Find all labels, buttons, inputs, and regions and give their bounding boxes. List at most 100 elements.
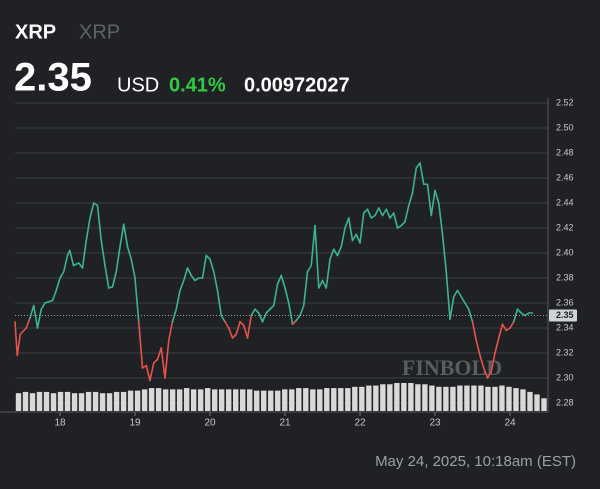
price-line-segment <box>464 302 470 311</box>
price-line-segment <box>340 227 346 248</box>
volume-bar <box>513 388 519 411</box>
price-line-segment <box>434 189 440 204</box>
price-line-segment <box>419 162 425 186</box>
volume-bar <box>527 391 533 411</box>
price-line-segment <box>287 302 294 326</box>
volume-bar <box>331 388 337 411</box>
x-tick-label: 21 <box>279 418 291 429</box>
volume-bar <box>478 385 484 411</box>
volume-bar <box>64 391 71 411</box>
price-line-segment <box>231 333 238 339</box>
asset-name: XRP <box>79 21 120 43</box>
y-tick-label: 2.36 <box>556 297 574 307</box>
volume-bar <box>218 389 225 411</box>
price-line-segment <box>351 233 358 242</box>
y-tick-label: 2.32 <box>556 347 574 357</box>
price-line-segment <box>32 304 39 329</box>
change: 0.41% <box>169 74 226 96</box>
price-line-segment <box>104 264 110 289</box>
y-tick-label: 2.30 <box>556 372 574 382</box>
price-line-segment <box>145 364 151 382</box>
price-line-segment <box>36 308 43 329</box>
price-line-segment <box>332 248 339 257</box>
volume-bar <box>499 385 505 411</box>
timestamp: May 24, 2025, 10:18am (EST) <box>375 453 576 470</box>
price-line-segment <box>72 262 80 267</box>
volume-bar <box>415 384 421 411</box>
watermark: FINBOLD <box>402 355 502 380</box>
price-line-segment <box>160 347 166 379</box>
volume-bar <box>352 386 358 411</box>
x-tick-label: 20 <box>204 418 216 429</box>
volume-bar <box>387 384 393 411</box>
price-line-segment <box>362 208 369 214</box>
price-line-segment <box>516 308 523 314</box>
price-line-segment <box>512 308 519 323</box>
price-line-segment <box>44 299 54 304</box>
price-line-segment <box>59 270 65 279</box>
volume-bar <box>162 389 169 411</box>
price-line-segment <box>212 270 219 292</box>
volume-bar <box>36 391 43 411</box>
volume-bar <box>148 388 155 411</box>
price-line-segment <box>299 304 305 317</box>
price-line-segment <box>437 202 444 236</box>
price-line-segment <box>411 167 418 194</box>
price-line-segment <box>490 352 496 373</box>
volume-bar <box>57 391 64 411</box>
volume-bar <box>436 386 442 411</box>
price-line-segment <box>460 295 466 304</box>
price-line-segment <box>467 308 474 323</box>
price-line-segment <box>216 289 223 317</box>
volume-bar <box>50 393 57 411</box>
volume-bar <box>204 388 211 411</box>
price-line-segment <box>55 277 61 292</box>
price-line-segment <box>227 327 234 339</box>
price-line-segment <box>182 267 189 282</box>
volume-bar <box>275 390 281 411</box>
price-line-segment <box>205 254 211 261</box>
price-line-segment <box>134 277 140 323</box>
price-line-segment <box>201 254 208 279</box>
y-tick-label: 2.28 <box>556 397 574 407</box>
price-line-segment <box>445 270 451 321</box>
price-line-segment <box>475 339 481 357</box>
x-tick-label: 22 <box>354 418 366 429</box>
y-tick-label: 2.40 <box>556 247 574 257</box>
price-line-segment <box>404 204 410 223</box>
y-tick-label: 2.42 <box>556 222 574 232</box>
price-line-segment <box>389 212 395 219</box>
volume-bar <box>373 385 379 411</box>
price-line-segment <box>336 245 343 257</box>
btc-price: 0.00972027 <box>244 74 350 96</box>
y-tick-label: 2.50 <box>556 122 574 132</box>
x-tick-label: 19 <box>129 418 141 429</box>
volume-bar <box>408 383 414 411</box>
price-line-segment <box>62 254 69 273</box>
price-line-segment <box>242 324 249 339</box>
x-tick-label: 23 <box>429 418 441 429</box>
volume-bar <box>92 391 99 411</box>
price-line-segment <box>85 217 91 242</box>
volume-bar <box>85 391 92 411</box>
price-line-segment <box>359 212 365 244</box>
price-line-segment <box>430 189 436 217</box>
y-tick-label: 2.48 <box>556 147 574 157</box>
volume-bar <box>394 383 400 411</box>
volume-bar <box>457 385 463 411</box>
volume-bar <box>233 389 239 411</box>
price-line-segment <box>156 347 163 361</box>
volume-bar <box>471 385 477 411</box>
price-line-segment <box>306 264 313 273</box>
price-line-segment <box>51 289 58 302</box>
volume-bar <box>176 389 183 411</box>
price-line-segment <box>317 279 324 289</box>
price-line-segment <box>497 323 504 339</box>
volume-bar <box>296 388 302 411</box>
price-line-segment <box>149 362 155 382</box>
price-line-segment <box>272 283 279 307</box>
price-line-segment <box>407 192 414 207</box>
volume-bar <box>450 386 456 411</box>
volume-bar <box>282 389 288 411</box>
